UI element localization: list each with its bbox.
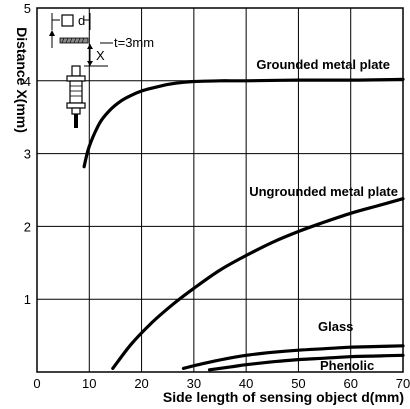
x-tick-label: 10 <box>82 376 96 391</box>
y-tick-labels: 1 2 3 4 5 <box>24 1 31 307</box>
y-tick-label: 5 <box>24 1 31 16</box>
y-axis-title: Distance X(mm) <box>14 27 30 133</box>
x-tick-label: 30 <box>187 376 201 391</box>
x-tick-label: 40 <box>239 376 253 391</box>
x-tick-label: 0 <box>33 376 40 391</box>
plate-d-marker: d <box>51 13 91 30</box>
series-lines <box>82 77 405 372</box>
inset-x-label: X <box>96 48 105 63</box>
x-tick-label: 60 <box>343 376 357 391</box>
sensor-icon <box>66 65 86 128</box>
y-tick-label: 4 <box>24 74 31 89</box>
series-line-phenolic <box>207 353 405 372</box>
y-tick-label: 1 <box>24 292 31 307</box>
series-label: Phenolic <box>320 358 374 373</box>
y-tick-label: 3 <box>24 147 31 162</box>
plot-frame <box>36 7 404 373</box>
x-tick-label: 70 <box>396 376 410 391</box>
x-axis-title: Side length of sensing object d(mm) <box>163 389 404 405</box>
x-tick-label: 50 <box>291 376 305 391</box>
inset-t-label: t=3mm <box>114 35 154 50</box>
x-tick-labels: 0 10 20 30 40 50 60 70 <box>33 376 410 391</box>
series-line-ungrounded-metal-plate <box>111 197 405 370</box>
plate-icon <box>49 30 89 48</box>
x-tick-label: 20 <box>134 376 148 391</box>
sensor-diagram: d X t=3mm <box>49 13 154 128</box>
series-label: Ungrounded metal plate <box>249 184 398 199</box>
series-label: Glass <box>318 319 353 334</box>
series-label: Grounded metal plate <box>256 57 390 72</box>
y-tick-label: 2 <box>24 219 31 234</box>
distance-x-marker: X t=3mm <box>84 35 154 67</box>
inset-d-label: d <box>78 13 85 28</box>
series-line-grounded-metal-plate <box>82 77 405 169</box>
series-labels: Grounded metal plate Ungrounded metal pla… <box>249 57 398 373</box>
series-line-glass <box>181 344 405 370</box>
